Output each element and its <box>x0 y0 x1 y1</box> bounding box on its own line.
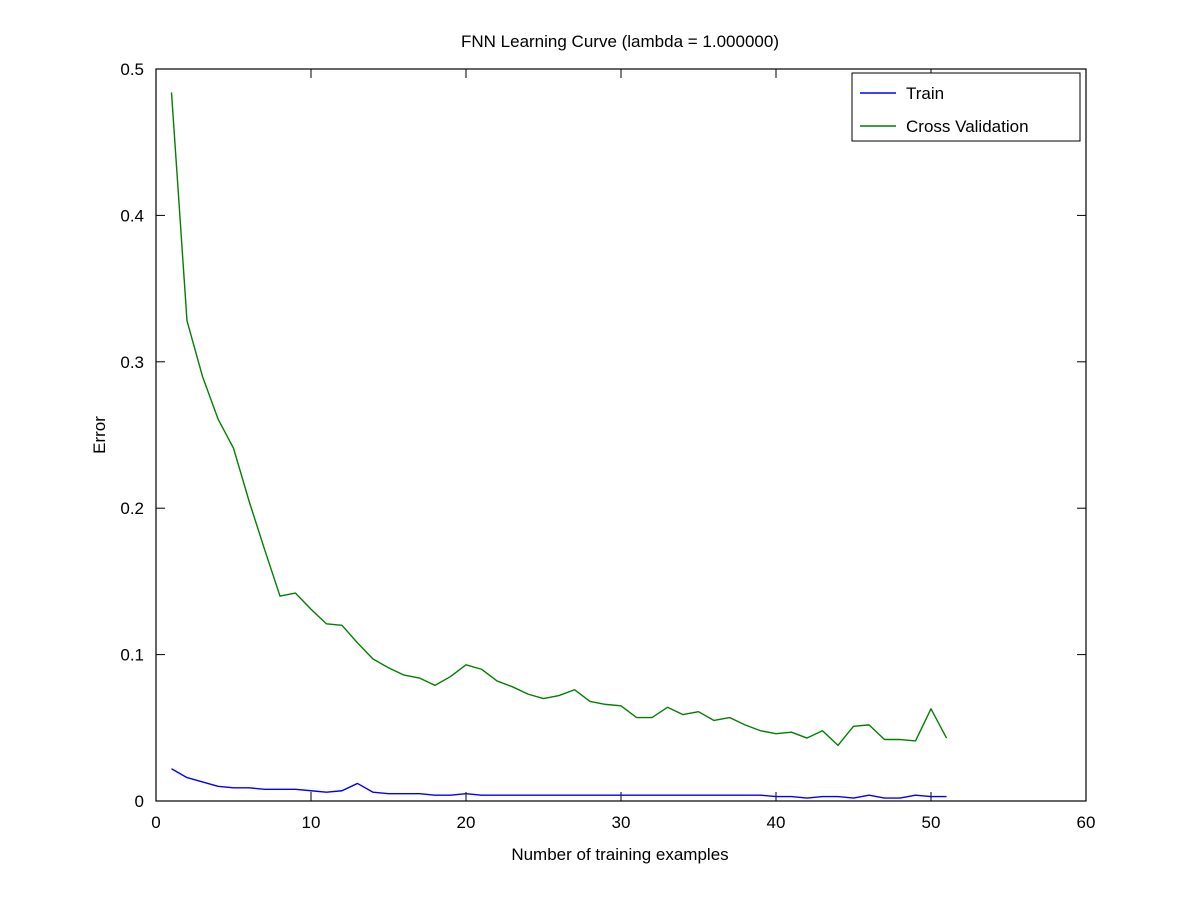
series-lines <box>170 92 948 799</box>
chart-title: FNN Learning Curve (lambda = 1.000000) <box>461 32 779 51</box>
y-tick-label: 0.2 <box>120 499 144 518</box>
legend-label-cross-validation: Cross Validation <box>906 117 1029 136</box>
plot-area: 0 10 20 30 40 50 60 0 0.1 0.2 0.3 0.4 0.5 <box>120 60 1095 832</box>
x-tick-label: 20 <box>457 813 476 832</box>
y-tick-label: 0.5 <box>120 60 144 79</box>
x-tick-label: 60 <box>1077 813 1096 832</box>
x-tick-label: 30 <box>612 813 631 832</box>
x-axis-label: Number of training examples <box>511 845 728 864</box>
axis-ticks: 0 10 20 30 40 50 60 0 0.1 0.2 0.3 0.4 0.5 <box>120 60 1095 832</box>
x-tick-label: 10 <box>302 813 321 832</box>
legend: Train Cross Validation <box>851 72 1081 142</box>
legend-label-train: Train <box>906 84 944 103</box>
y-tick-label: 0 <box>135 792 144 811</box>
x-tick-label: 50 <box>922 813 941 832</box>
legend-box <box>851 72 1081 142</box>
series-line-train <box>171 768 947 799</box>
y-axis-label: Error <box>90 416 109 454</box>
x-tick-label: 0 <box>151 813 160 832</box>
axes-box <box>155 68 1087 802</box>
series-line-cross-validation <box>170 92 948 747</box>
y-tick-label: 0.1 <box>120 646 144 665</box>
y-tick-label: 0.4 <box>120 206 144 225</box>
y-tick-label: 0.3 <box>120 353 144 372</box>
x-tick-label: 40 <box>767 813 786 832</box>
